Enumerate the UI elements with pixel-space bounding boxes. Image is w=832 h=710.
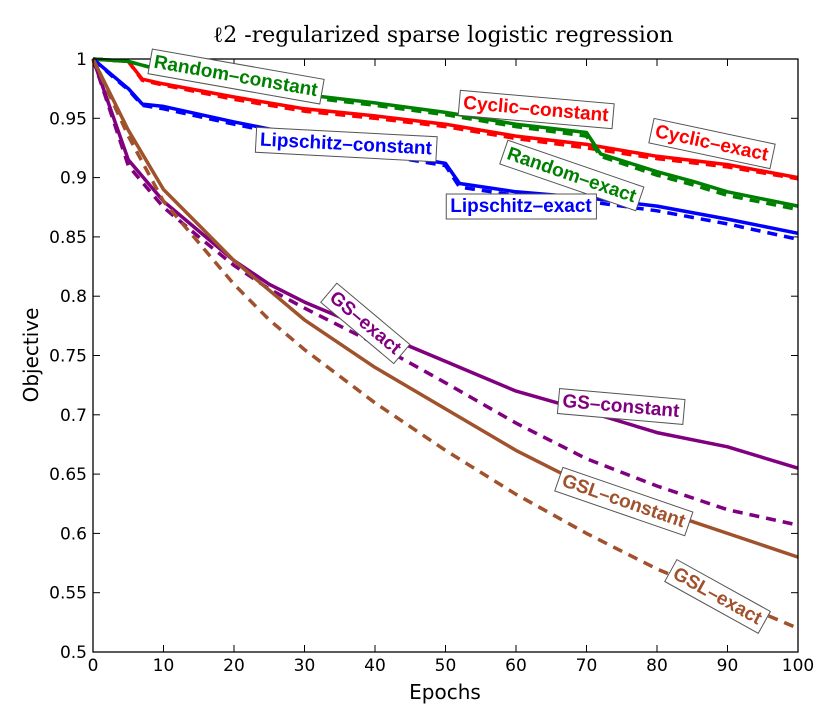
series-labels: Random–constantCyclic–constantCyclic–exa…	[147, 48, 776, 634]
label-frame	[664, 558, 772, 634]
y-tick-label: 0.65	[49, 465, 87, 485]
series-line-5	[91, 57, 799, 242]
y-tick-label: 0.75	[49, 347, 87, 367]
y-tick-label: 0.8	[60, 287, 87, 307]
plot-frame	[92, 58, 799, 653]
x-tick-label: 40	[364, 656, 386, 676]
series-line-9	[91, 58, 799, 630]
series-line-6	[91, 58, 799, 470]
series-label-text: Lipschitz–exact	[450, 196, 592, 217]
label-frame	[254, 126, 438, 163]
x-tick-label: 70	[576, 656, 598, 676]
y-tick-label: 0.55	[49, 584, 87, 604]
x-tick-label: 100	[782, 656, 814, 676]
y-tick-label: 0.7	[60, 406, 87, 426]
series-line-1	[92, 57, 799, 181]
axis-ticks: 0 10 20 30 40 50 60 70 80 90 100 0.5 0.55 0.6 0.65 0.7 0…	[49, 50, 814, 676]
label-frame	[499, 139, 645, 212]
label-frame	[554, 466, 694, 537]
y-tick-label: 1	[76, 50, 87, 70]
x-tick-label: 10	[153, 656, 175, 676]
y-tick-label: 0.6	[60, 524, 87, 544]
chart-title: ℓ2 -regularized sparse logistic regressi…	[213, 23, 674, 48]
series-line-7	[91, 58, 799, 527]
label-frame	[320, 282, 411, 365]
y-tick-label: 0.95	[49, 109, 87, 129]
label-frame	[556, 388, 686, 426]
x-tick-label: 0	[88, 656, 99, 676]
series-line-3	[92, 57, 799, 212]
series-label-box: GS–constant	[556, 388, 686, 426]
series-label-text: Lipschitz–constant	[259, 130, 433, 160]
x-tick-label: 30	[294, 656, 316, 676]
label-frame	[648, 117, 776, 170]
y-axis-label: Objective	[19, 308, 43, 403]
y-tick-label: 0.85	[49, 228, 87, 248]
x-axis-label: Epochs	[409, 680, 481, 704]
series-label-box: Lipschitz–constant	[254, 126, 438, 163]
series-label-box: Lipschitz–exact	[445, 193, 597, 220]
series-label-text: GSL–constant	[559, 471, 688, 533]
series-label-box: GSL–exact	[664, 558, 772, 634]
x-tick-label: 50	[435, 656, 457, 676]
x-tick-label: 20	[223, 656, 245, 676]
y-tick-label: 0.9	[60, 169, 87, 189]
x-tick-label: 80	[646, 656, 668, 676]
y-tick-label: 0.5	[60, 643, 87, 663]
x-tick-label: 60	[505, 656, 527, 676]
series-label-box: Cyclic–constant	[457, 89, 615, 130]
label-frame	[445, 193, 597, 220]
x-tick-label: 90	[717, 656, 739, 676]
series-label-text: GSL–exact	[669, 563, 766, 629]
label-frame	[147, 48, 325, 105]
label-frame	[457, 89, 615, 130]
